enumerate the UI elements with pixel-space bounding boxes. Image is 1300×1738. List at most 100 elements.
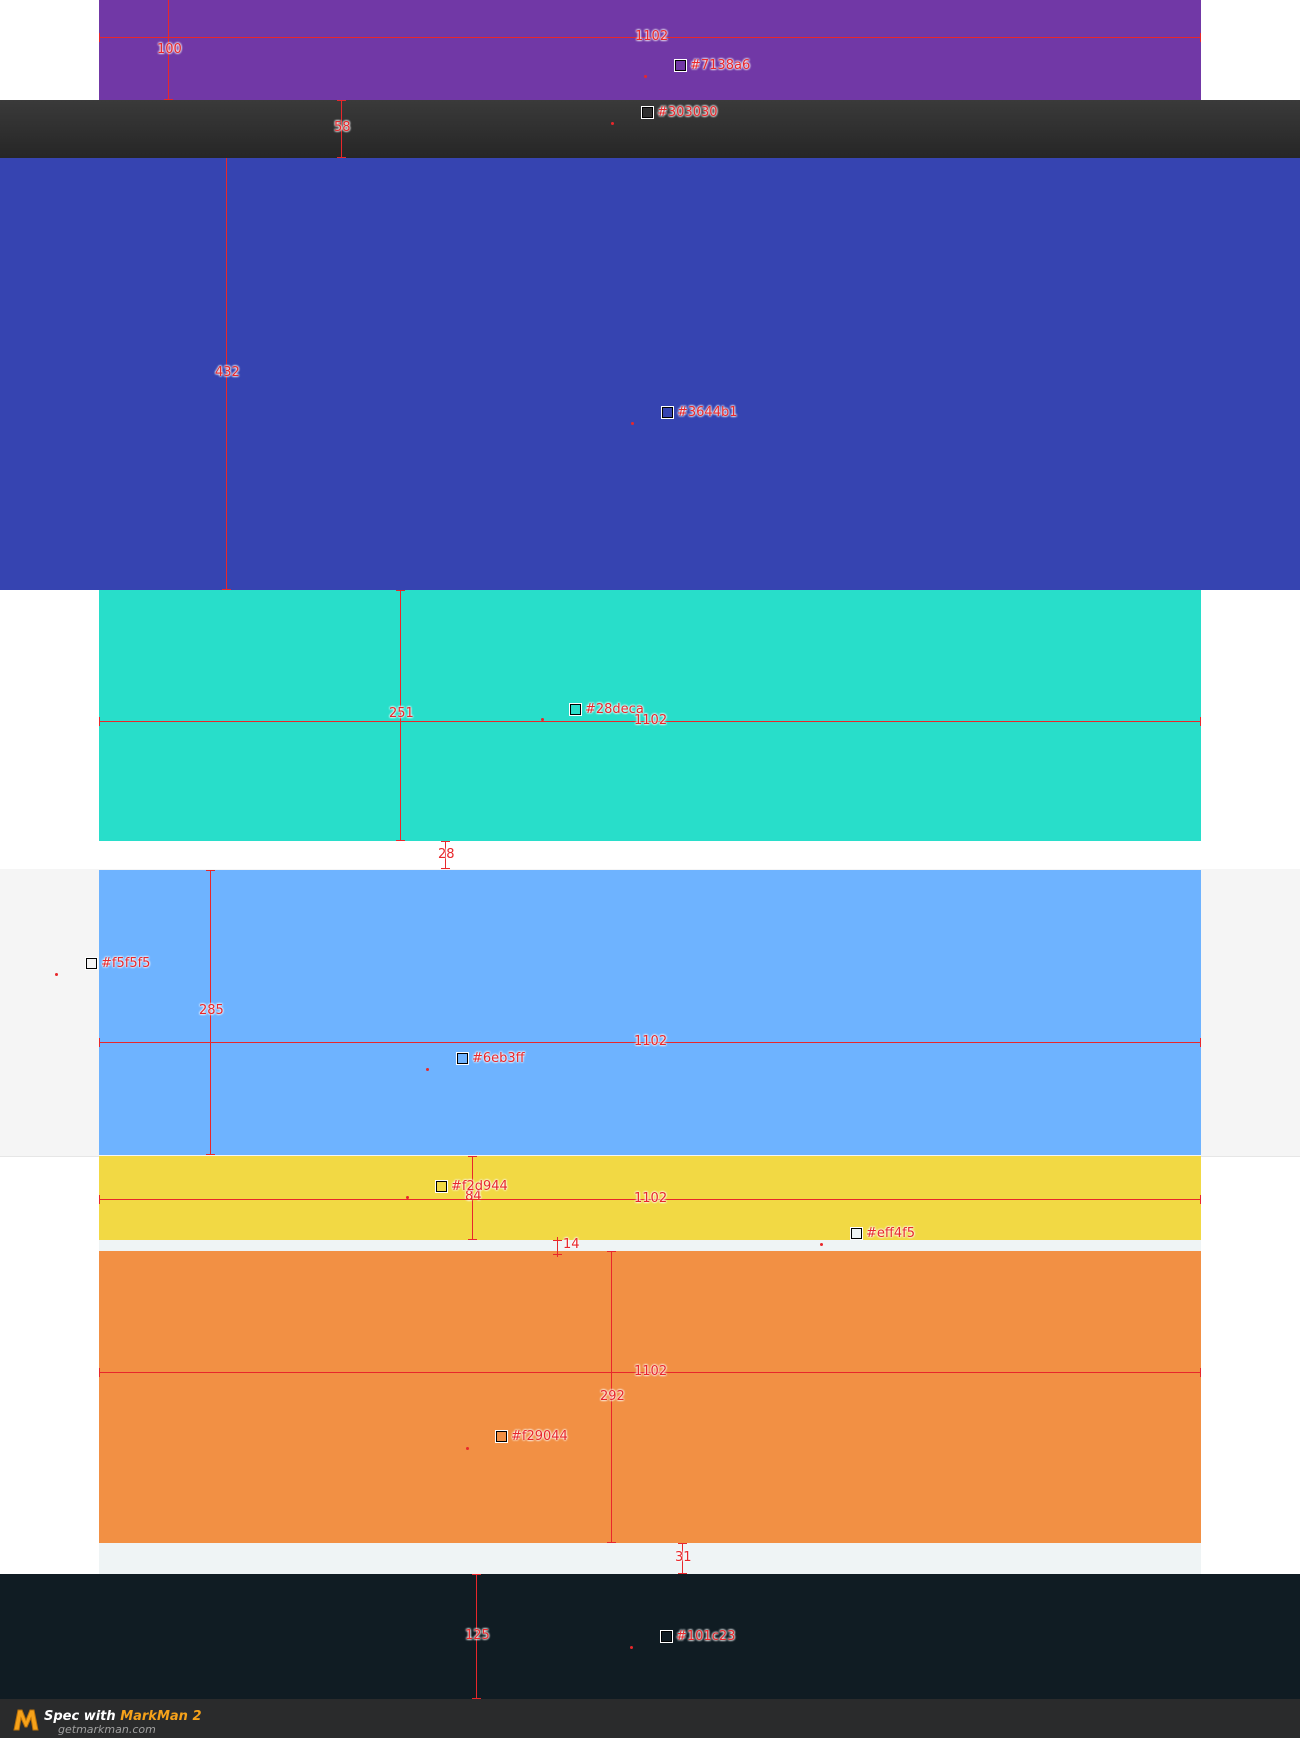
gap14-line: [557, 1237, 558, 1257]
indigo-height-line: [226, 158, 227, 590]
gap31-tick-top: [678, 1543, 687, 1544]
dark-height-label: 125: [465, 1628, 490, 1643]
orange-block: [99, 1251, 1201, 1543]
dark-height-tick-bottom: [472, 1698, 481, 1699]
yellow-height-tick-bottom: [468, 1239, 477, 1240]
gray-color-label: #f5f5f5: [101, 956, 151, 971]
purple-width-tick-right: [1200, 33, 1201, 42]
markman-brand-text: MarkMan 2: [120, 1709, 202, 1724]
blue-block: [99, 870, 1201, 1155]
purple-width-label: 1102: [635, 29, 669, 44]
yellow-height-label: 84: [465, 1189, 482, 1204]
footer-dark-block: [0, 1574, 1300, 1699]
purple-swatch: [675, 60, 686, 71]
teal-height-line: [400, 590, 401, 841]
gap14-tick-top: [553, 1240, 562, 1241]
gap14-tick-bottom: [553, 1254, 562, 1255]
blue-height-tick-top: [206, 870, 215, 871]
light-gap-block: [99, 1240, 1201, 1254]
light-pick-dot: [820, 1243, 823, 1246]
orange-height-tick-top: [607, 1251, 616, 1252]
teal-height-tick-bottom: [396, 840, 405, 841]
indigo-block: [0, 158, 1300, 590]
teal-block: [99, 590, 1201, 841]
indigo-color-label: #3644b1: [677, 405, 738, 420]
blue-width-tick-right: [1200, 1038, 1201, 1047]
purple-pick-dot: [644, 75, 647, 78]
gray-pick-dot: [55, 973, 58, 976]
yellow-swatch: [436, 1181, 447, 1192]
orange-height-line: [611, 1251, 612, 1543]
orange-swatch: [496, 1431, 507, 1442]
dark-height-line: [476, 1574, 477, 1699]
teal-width-tick-right: [1200, 717, 1201, 726]
gap31-label: 31: [675, 1550, 692, 1565]
purple-color-label: #7138a6: [690, 58, 751, 73]
bar-height-tick-bottom: [337, 157, 346, 158]
yellow-pick-dot: [406, 1196, 409, 1199]
purple-height-line: [168, 0, 169, 100]
teal-color-label: #28deca: [585, 702, 644, 717]
purple-block: [99, 0, 1201, 100]
teal-width-line: [99, 721, 1201, 722]
indigo-swatch: [662, 407, 673, 418]
light-swatch: [851, 1228, 862, 1239]
purple-height-tick-bottom: [164, 99, 173, 100]
dark-pick-dot: [630, 1646, 633, 1649]
blue-width-line: [99, 1042, 1201, 1043]
blue-width-tick-left: [99, 1038, 100, 1047]
blue-pick-dot: [426, 1068, 429, 1071]
bar-swatch: [642, 107, 653, 118]
orange-pick-dot: [466, 1447, 469, 1450]
orange-width-line: [99, 1372, 1201, 1373]
yellow-height-line: [472, 1156, 473, 1240]
teal-pick-dot: [541, 718, 544, 721]
orange-color-label: #f29044: [511, 1429, 568, 1444]
indigo-height-label: 432: [215, 365, 240, 380]
markman-logo-icon[interactable]: [12, 1706, 40, 1732]
bar-height-tick-top: [337, 100, 346, 101]
bar-height-label: 58: [334, 120, 351, 135]
orange-height-label: 292: [600, 1389, 625, 1404]
yellow-color-label: #f2d944: [451, 1179, 508, 1194]
teal-height-label: 251: [389, 706, 414, 721]
orange-height-tick-bottom: [607, 1542, 616, 1543]
gap28-label: 28: [438, 847, 455, 862]
teal-height-tick-top: [396, 590, 405, 591]
orange-width-label: 1102: [634, 1364, 668, 1379]
bar-color-label: #303030: [657, 105, 718, 120]
yellow-width-line: [99, 1199, 1201, 1200]
light-gap-bottom-block: [99, 1543, 1201, 1574]
purple-height-label: 100: [157, 42, 182, 57]
blue-height-line: [210, 870, 211, 1155]
spec-with-text: Spec with: [44, 1709, 121, 1724]
markman-url-link[interactable]: getmarkman.com: [58, 1723, 156, 1736]
gap28-tick-top: [441, 841, 450, 842]
dark-height-tick-top: [472, 1574, 481, 1575]
teal-width-tick-left: [99, 717, 100, 726]
spec-with-markman-link[interactable]: Spec with MarkMan 2: [44, 1709, 202, 1724]
teal-width-label: 1102: [634, 713, 668, 728]
indigo-pick-dot: [631, 422, 634, 425]
light-color-label: #eff4f5: [866, 1226, 915, 1241]
gap31-line: [682, 1543, 683, 1574]
orange-width-tick-left: [99, 1368, 100, 1377]
gap31-tick-bottom: [678, 1573, 687, 1574]
blue-height-label: 285: [199, 1003, 224, 1018]
orange-width-tick-right: [1200, 1368, 1201, 1377]
purple-width-tick-left: [99, 33, 100, 42]
yellow-height-tick-top: [468, 1156, 477, 1157]
gap28-line: [445, 841, 446, 869]
gap14-label: 14: [563, 1237, 580, 1252]
dark-color-label: #101c23: [676, 1629, 736, 1644]
blue-width-label: 1102: [634, 1034, 668, 1049]
purple-width-line: [99, 37, 1201, 38]
yellow-width-tick-right: [1200, 1195, 1201, 1204]
bar-pick-dot: [611, 122, 614, 125]
blue-height-tick-bottom: [206, 1154, 215, 1155]
bar-height-line: [341, 100, 342, 158]
gray-swatch: [86, 958, 97, 969]
teal-swatch: [570, 704, 581, 715]
yellow-width-label: 1102: [634, 1191, 668, 1206]
yellow-block: [99, 1156, 1201, 1240]
